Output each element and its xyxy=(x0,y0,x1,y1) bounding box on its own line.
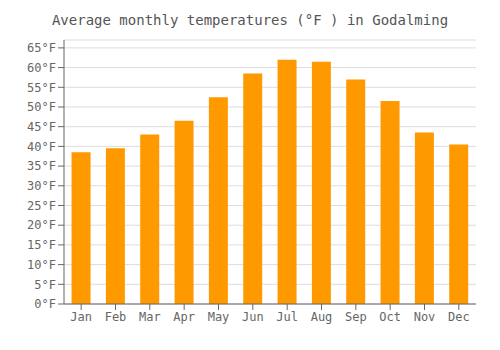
svg-text:Jun: Jun xyxy=(242,310,264,324)
svg-text:Jan: Jan xyxy=(70,310,92,324)
svg-text:Nov: Nov xyxy=(414,310,436,324)
html-text:Average monthly temperatures (: Average monthly temperatures (°F ) in Go… xyxy=(51,12,449,28)
svg-text:Feb: Feb xyxy=(105,310,127,324)
svg-text:60°F: 60°F xyxy=(27,61,56,75)
svg-text:15°F: 15°F xyxy=(27,238,56,252)
svg-text:20°F: 20°F xyxy=(27,218,56,232)
svg-text:45°F: 45°F xyxy=(27,120,56,134)
svg-text:Dec: Dec xyxy=(448,310,470,324)
svg-text:Sep: Sep xyxy=(345,310,367,324)
svg-text:50°F: 50°F xyxy=(27,100,56,114)
svg-text:40°F: 40°F xyxy=(27,140,56,154)
svg-text:Apr: Apr xyxy=(173,310,195,324)
svg-text:10°F: 10°F xyxy=(27,258,56,272)
svg-text:May: May xyxy=(208,310,230,324)
svg-text:Aug: Aug xyxy=(311,310,333,324)
svg-text:0°F: 0°F xyxy=(34,297,56,311)
svg-text:5°F: 5°F xyxy=(34,278,56,292)
svg-text:65°F: 65°F xyxy=(27,41,56,55)
svg-text:55°F: 55°F xyxy=(27,81,56,95)
svg-text:Oct: Oct xyxy=(379,310,401,324)
svg-text:25°F: 25°F xyxy=(27,199,56,213)
svg-text:35°F: 35°F xyxy=(27,159,56,173)
svg-text:Mar: Mar xyxy=(139,310,161,324)
svg-text:30°F: 30°F xyxy=(27,179,56,193)
svg-text:Jul: Jul xyxy=(276,310,298,324)
